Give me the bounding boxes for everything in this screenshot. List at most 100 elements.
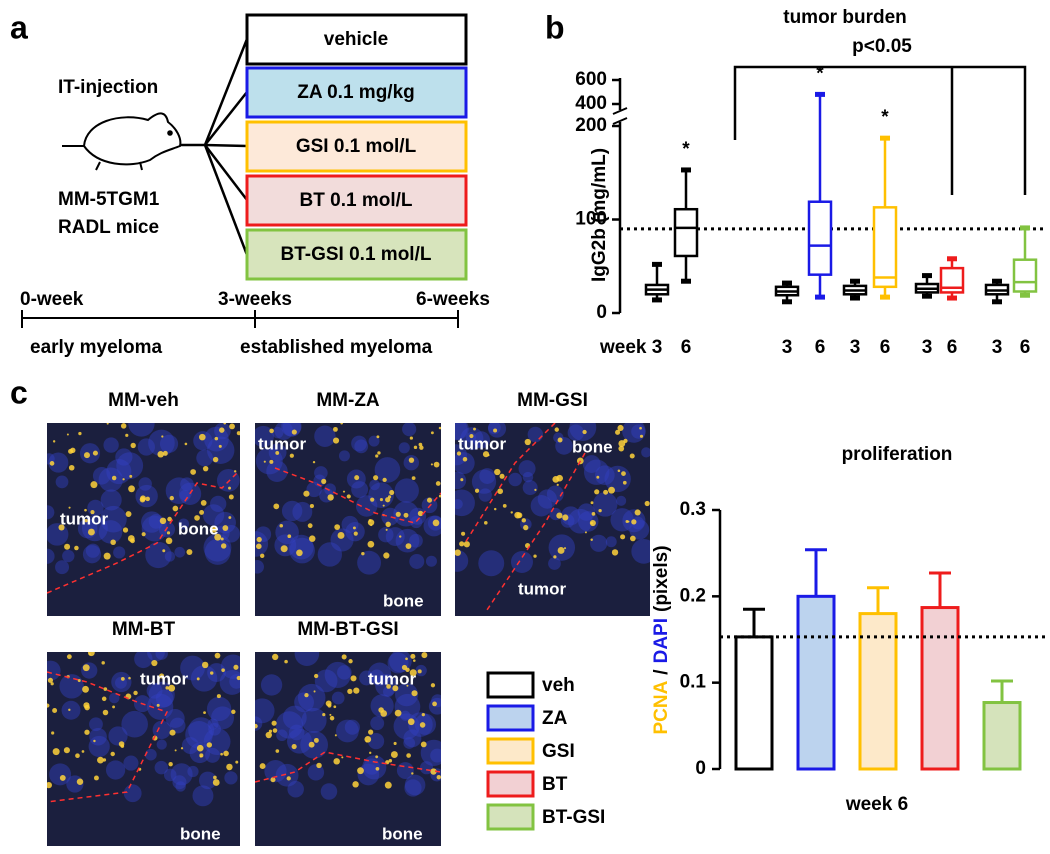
pcna-signal (82, 685, 89, 693)
pcna-signal (90, 481, 98, 489)
pcna-signal (196, 744, 204, 752)
pcna-signal (64, 543, 71, 550)
pcna-signal (78, 431, 82, 436)
pcna-signal (161, 435, 164, 438)
nucleus (178, 518, 190, 530)
pcna-signal (47, 677, 54, 683)
pcna-signal (617, 469, 621, 473)
pcna-signal (58, 524, 65, 531)
nucleus (152, 720, 171, 740)
box (1012, 258, 1038, 293)
nucleus (385, 527, 405, 547)
pcna-signal (84, 704, 90, 711)
pcna-signal (589, 519, 596, 527)
nucleus (181, 737, 199, 754)
nucleus (578, 511, 599, 532)
pcna-signal (214, 533, 222, 541)
nucleus (148, 429, 175, 457)
nucleus (121, 710, 148, 738)
nucleus (605, 536, 617, 548)
nucleus (62, 549, 75, 563)
nucleus (85, 543, 101, 558)
pcna-signal (168, 761, 173, 767)
pcna-signal (493, 428, 498, 433)
bar (796, 594, 836, 771)
pcna-signal (222, 525, 229, 531)
pcna-signal (430, 683, 436, 688)
pcna-signal (598, 509, 602, 513)
pcna-signal (406, 753, 411, 758)
pcna-signal (620, 534, 626, 540)
bar (734, 635, 774, 771)
pcna-signal (133, 690, 138, 696)
pcna-signal (523, 524, 529, 531)
pcna-signal (474, 488, 480, 493)
legend-swatch (486, 704, 535, 732)
box (872, 206, 898, 289)
micrograph (255, 652, 441, 846)
tissue-label: bone (572, 437, 613, 456)
nucleus (255, 425, 274, 448)
nucleus (403, 737, 416, 749)
pcna-signal (618, 445, 625, 452)
pcna-signal (399, 535, 402, 538)
nucleus (204, 747, 220, 763)
pcna-signal (384, 781, 392, 789)
pcna-signal (313, 737, 319, 743)
pcna-signal (120, 423, 127, 429)
nucleus (402, 423, 417, 437)
y-axis-label-part: / (651, 669, 672, 675)
pcna-signal (228, 494, 234, 500)
pcna-signal (615, 429, 621, 435)
pcna-signal (463, 541, 470, 548)
nucleus (455, 452, 475, 475)
tissue-label: bone (178, 519, 219, 538)
nucleus (314, 425, 336, 447)
pcna-signal (169, 729, 176, 736)
group-box (245, 228, 468, 281)
pcna-signal (596, 475, 600, 479)
pcna-signal (162, 549, 166, 553)
pcna-signal (524, 438, 531, 446)
pcna-signal (407, 718, 415, 726)
pcna-signal (365, 740, 368, 743)
timeline (21, 310, 459, 328)
nucleus (370, 716, 385, 731)
nucleus (207, 718, 219, 730)
nucleus (155, 689, 174, 708)
pcna-signal (413, 445, 418, 450)
pcna-signal (603, 489, 609, 495)
nucleus (175, 781, 186, 792)
pcna-signal (329, 715, 335, 721)
pcna-signal (353, 531, 358, 536)
pcna-signal (432, 701, 437, 707)
nucleus (179, 489, 191, 501)
pcna-signal (47, 703, 50, 708)
pcna-signal (435, 481, 441, 486)
nucleus (317, 542, 343, 567)
nucleus (128, 423, 155, 437)
nucleus (374, 457, 401, 483)
pcna-signal (308, 741, 315, 748)
model-label: MM-5TGM1 (58, 189, 160, 210)
panel-label: a (10, 9, 28, 45)
pcna-signal (220, 752, 223, 756)
pcna-signal (611, 549, 619, 556)
nucleus (320, 783, 338, 800)
pcna-signal (430, 463, 433, 466)
nucleus (381, 507, 400, 526)
nucleus (81, 515, 108, 542)
nucleus (306, 481, 322, 498)
pcna-signal (413, 659, 416, 662)
nucleus (292, 501, 313, 522)
nucleus (220, 654, 240, 679)
pcna-signal (151, 659, 158, 667)
pcna-signal (211, 526, 218, 533)
pcna-signal (455, 549, 461, 556)
nucleus (331, 691, 345, 705)
pcna-signal (199, 755, 202, 758)
nucleus (369, 479, 380, 491)
legend-label: BT-GSI (542, 807, 605, 828)
